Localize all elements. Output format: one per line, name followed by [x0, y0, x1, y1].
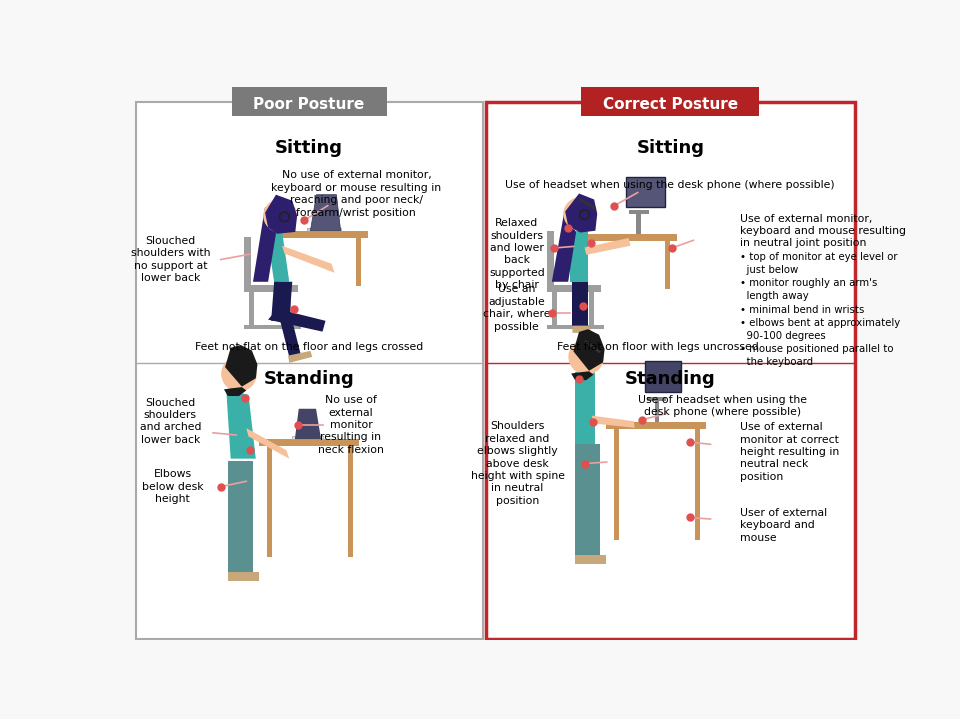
- Text: Slouched
shoulders with
no support at
lower back: Slouched shoulders with no support at lo…: [131, 236, 210, 283]
- Polygon shape: [266, 231, 289, 282]
- Bar: [348, 446, 353, 557]
- Bar: [258, 439, 359, 446]
- Bar: [568, 234, 677, 241]
- Text: Standing: Standing: [625, 370, 715, 388]
- Bar: [249, 292, 253, 325]
- Bar: [655, 400, 659, 422]
- Polygon shape: [575, 444, 588, 555]
- Polygon shape: [572, 326, 592, 333]
- FancyBboxPatch shape: [135, 101, 483, 639]
- Bar: [695, 429, 700, 540]
- Bar: [581, 87, 759, 116]
- Polygon shape: [253, 206, 276, 282]
- Bar: [265, 231, 368, 238]
- Bar: [547, 285, 601, 292]
- Text: Poor Posture: Poor Posture: [253, 97, 365, 112]
- Polygon shape: [227, 390, 255, 459]
- Bar: [292, 436, 323, 439]
- Polygon shape: [265, 195, 297, 234]
- Bar: [589, 292, 594, 325]
- Text: Sitting: Sitting: [636, 139, 705, 157]
- Text: Use of headset when using the desk phone (where possible): Use of headset when using the desk phone…: [505, 180, 835, 190]
- Bar: [356, 238, 361, 286]
- Polygon shape: [239, 462, 253, 572]
- Bar: [636, 213, 640, 234]
- Circle shape: [221, 356, 257, 392]
- Bar: [646, 398, 666, 401]
- Bar: [228, 572, 258, 581]
- Text: • top of monitor at eye level or
  just below
• monitor roughly an arm's
  lengt: • top of monitor at eye level or just be…: [740, 252, 900, 367]
- Polygon shape: [587, 444, 600, 555]
- Text: Feet not flat on the floor and legs crossed: Feet not flat on the floor and legs cros…: [195, 342, 423, 352]
- Text: Use an
adjustable
chair, where
possible: Use an adjustable chair, where possible: [483, 285, 550, 331]
- Text: Slouched
shoulders
and arched
lower back: Slouched shoulders and arched lower back: [139, 398, 202, 445]
- Polygon shape: [572, 282, 588, 326]
- Bar: [614, 429, 619, 540]
- Bar: [267, 446, 272, 557]
- Polygon shape: [271, 282, 292, 321]
- Polygon shape: [268, 308, 325, 331]
- Polygon shape: [585, 238, 631, 255]
- Text: Use of external monitor,
keyboard and mouse resulting
in neutral joint position: Use of external monitor, keyboard and mo…: [740, 214, 906, 249]
- Text: Standing: Standing: [264, 370, 354, 388]
- Polygon shape: [225, 345, 257, 387]
- Polygon shape: [224, 387, 247, 396]
- Polygon shape: [570, 231, 588, 282]
- Text: No use of external monitor,
keyboard or mouse resulting in
reaching and poor nec: No use of external monitor, keyboard or …: [272, 170, 442, 218]
- Bar: [244, 285, 299, 292]
- Bar: [547, 325, 605, 329]
- Polygon shape: [591, 416, 635, 428]
- Text: Relaxed
shoulders
and lower
back
supported
by chair: Relaxed shoulders and lower back support…: [489, 218, 544, 290]
- Polygon shape: [565, 193, 597, 232]
- Polygon shape: [295, 409, 321, 439]
- Bar: [307, 228, 341, 231]
- Text: Elbows
below desk
height: Elbows below desk height: [142, 470, 204, 504]
- Bar: [629, 210, 649, 214]
- Bar: [244, 325, 301, 329]
- Circle shape: [568, 339, 604, 375]
- Bar: [645, 361, 681, 392]
- Polygon shape: [571, 371, 593, 380]
- Text: Use of external
monitor at correct
height resulting in
neutral neck
position: Use of external monitor at correct heigh…: [740, 422, 839, 482]
- Text: Correct Posture: Correct Posture: [603, 97, 738, 112]
- Text: Sitting: Sitting: [276, 139, 343, 157]
- Bar: [665, 241, 670, 289]
- Polygon shape: [573, 329, 605, 371]
- Polygon shape: [310, 195, 341, 231]
- Polygon shape: [552, 206, 576, 282]
- Bar: [547, 231, 554, 292]
- Bar: [275, 238, 279, 286]
- Bar: [577, 241, 582, 289]
- Text: Feet flat on floor with legs uncrossed: Feet flat on floor with legs uncrossed: [557, 342, 758, 352]
- Bar: [286, 292, 291, 325]
- Bar: [231, 87, 387, 116]
- Polygon shape: [575, 372, 594, 444]
- Text: No use of
external
monitor
resulting in
neck flexion: No use of external monitor resulting in …: [318, 395, 384, 455]
- Bar: [575, 555, 606, 564]
- Text: User of external
keyboard and
mouse: User of external keyboard and mouse: [740, 508, 828, 543]
- Polygon shape: [247, 428, 289, 459]
- Text: Use of headset when using the
desk phone (where possible): Use of headset when using the desk phone…: [638, 395, 807, 417]
- Bar: [552, 292, 557, 325]
- Polygon shape: [280, 321, 301, 357]
- Bar: [606, 422, 707, 429]
- Bar: [626, 177, 665, 207]
- Polygon shape: [282, 246, 335, 273]
- FancyBboxPatch shape: [486, 101, 854, 639]
- Text: Shoulders
relaxed and
elbows slightly
above desk
height with spine
in neutral
po: Shoulders relaxed and elbows slightly ab…: [470, 421, 564, 505]
- Circle shape: [564, 197, 597, 231]
- Bar: [244, 237, 252, 292]
- Polygon shape: [228, 462, 241, 572]
- Circle shape: [263, 199, 297, 232]
- Polygon shape: [288, 351, 312, 363]
